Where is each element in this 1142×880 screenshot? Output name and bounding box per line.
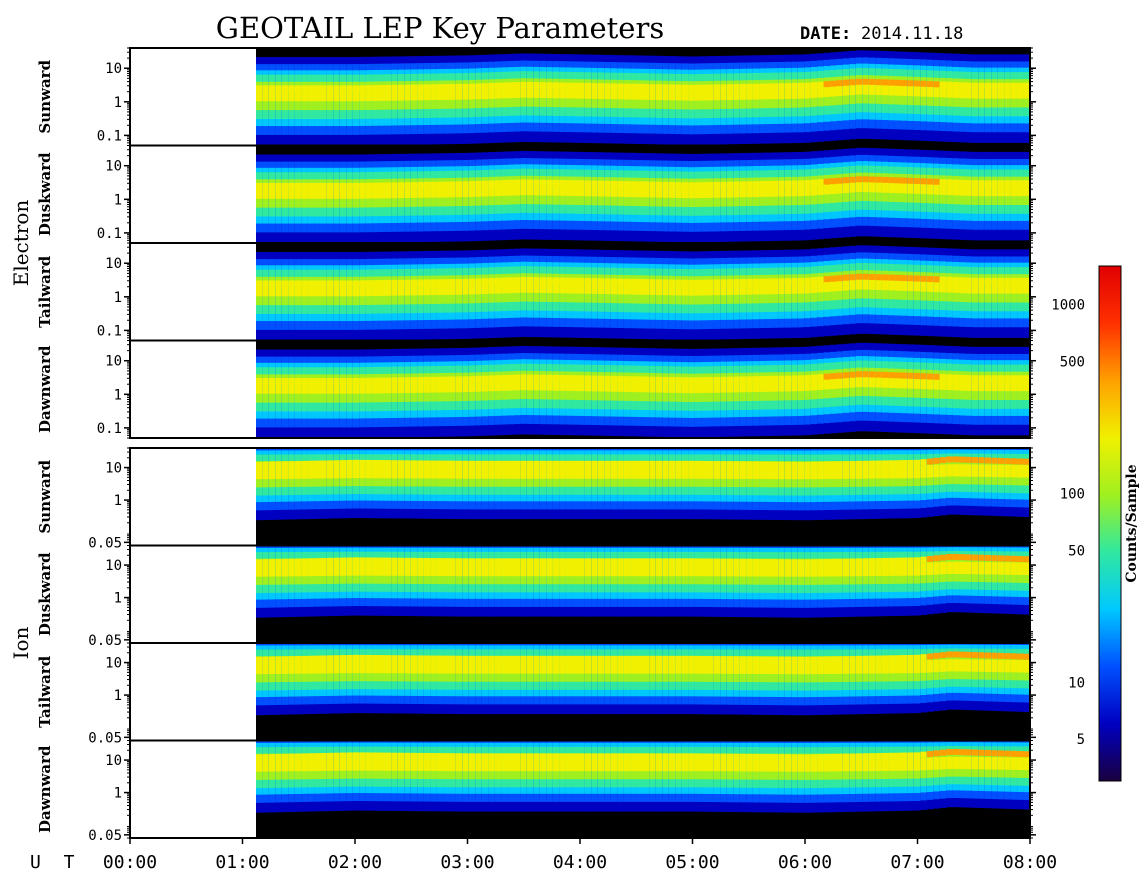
energy-tick-label: 1	[114, 688, 122, 704]
panel-electron-dawnward: 10 1 0.1 Dawnward	[36, 339, 1036, 439]
chart-title: GEOTAIL LEP Key Parameters	[216, 11, 664, 45]
panel-electron-tailward: 10 1 0.1 Tailward	[36, 242, 1036, 342]
energy-tick-label: 0.1	[97, 421, 122, 437]
direction-label: Tailward	[36, 655, 54, 727]
energy-tick-label: 0.05	[88, 633, 122, 649]
colorbar-tick-label: 1000	[1051, 298, 1085, 314]
spectrogram-data	[256, 740, 1030, 838]
energy-tick-label: 0.05	[88, 730, 122, 746]
energy-tick-label: 10	[105, 461, 122, 477]
energy-tick-label: 10	[105, 558, 122, 574]
spectrogram-data	[256, 448, 1030, 546]
colorbar-gradient	[1098, 265, 1122, 782]
time-tick-label: 05:00	[665, 852, 719, 873]
panel-frame	[129, 339, 1031, 439]
energy-tick-label: 0.05	[88, 535, 122, 551]
energy-tick-label: 0.1	[97, 128, 122, 144]
direction-label: Duskward	[36, 552, 54, 636]
energy-tick-label: 0.1	[97, 323, 122, 339]
energy-tick-label: 1	[114, 387, 122, 403]
energy-tick-label: 10	[105, 159, 122, 175]
panel-ion-duskward: 10 1 0.05 Duskward	[36, 544, 1036, 649]
group-label-ion: Ion	[9, 626, 33, 659]
time-tick-label: 08:00	[1003, 852, 1057, 873]
panel-ion-dawnward: 10 1 0.05 Dawnward	[36, 739, 1036, 844]
time-tick-label: 04:00	[553, 852, 607, 873]
spectrogram-data	[256, 243, 1030, 341]
direction-label: Dawnward	[36, 745, 54, 833]
group-label-electron: Electron	[9, 200, 33, 287]
energy-tick-label: 10	[105, 61, 122, 77]
panel-ion-tailward: 10 1 0.05 Tailward	[36, 642, 1036, 746]
panel-ion-sunward: 10 1 0.05 Sunward	[36, 447, 1036, 551]
group-labels: Electron Ion	[9, 200, 33, 660]
colorbar: 1000 500 100 50 10 5 Counts/Sample	[1051, 265, 1140, 782]
energy-tick-label: 10	[105, 753, 122, 769]
panel-electron-sunward: 10 1 0.1 Sunward	[36, 47, 1036, 147]
time-tick-label: 01:00	[215, 852, 269, 873]
spectrogram-data	[256, 48, 1030, 146]
panel-electron-duskward: 10 1 0.1 Duskward	[36, 144, 1036, 244]
colorbar-label: Counts/Sample	[1124, 464, 1140, 582]
direction-label: Sunward	[36, 459, 54, 533]
time-tick-label: 02:00	[328, 852, 382, 873]
direction-label: Tailward	[36, 255, 54, 327]
date-label: DATE:	[800, 24, 851, 44]
spectrogram-data	[256, 145, 1030, 243]
time-axis-label: U T	[30, 852, 81, 873]
spectrogram-panels: 10 1 0.1 Sunward 10 1 0.1 Duskward 10 1 0.1 Tailwar…	[36, 47, 1036, 844]
spectrogram-data	[256, 643, 1030, 741]
energy-tick-label: 1	[114, 786, 122, 802]
energy-tick-label: 0.05	[88, 828, 122, 844]
colorbar-tick-label: 5	[1077, 732, 1085, 748]
colorbar-tick-label: 500	[1060, 354, 1085, 370]
energy-tick-label: 10	[105, 256, 122, 272]
spectrogram-data	[256, 340, 1030, 438]
energy-tick-label: 1	[114, 493, 122, 509]
time-tick-label: 06:00	[778, 852, 832, 873]
time-tick-label: 00:00	[103, 852, 157, 873]
time-tick-label: 03:00	[440, 852, 494, 873]
time-tick-label: 07:00	[890, 852, 944, 873]
time-axis: U T 00:00 01:00 02:00 03:00 04:00 05:00 06:00 07…	[30, 838, 1057, 873]
date-value: 2014.11.18	[861, 24, 963, 44]
energy-tick-label: 1	[114, 95, 122, 111]
energy-tick-label: 10	[105, 354, 122, 370]
energy-tick-label: 10	[105, 656, 122, 672]
energy-tick-label: 1	[114, 192, 122, 208]
energy-tick-label: 0.1	[97, 226, 122, 242]
direction-label: Dawnward	[36, 345, 54, 433]
direction-label: Duskward	[36, 152, 54, 236]
colorbar-tick-label: 100	[1060, 486, 1085, 502]
energy-tick-label: 1	[114, 290, 122, 306]
spectrogram-data	[256, 545, 1030, 643]
colorbar-tick-label: 10	[1068, 675, 1085, 691]
direction-label: Sunward	[36, 59, 54, 133]
colorbar-tick-label: 50	[1068, 543, 1085, 559]
energy-tick-label: 1	[114, 591, 122, 607]
